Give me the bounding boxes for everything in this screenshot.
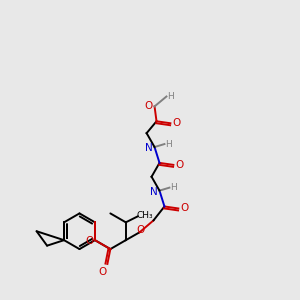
Text: O: O [136, 225, 145, 235]
Text: O: O [180, 203, 188, 214]
Text: N: N [150, 187, 158, 196]
Text: O: O [145, 101, 153, 111]
Text: H: H [167, 92, 174, 101]
Text: O: O [175, 160, 183, 170]
Text: O: O [172, 118, 181, 128]
Text: N: N [145, 143, 152, 153]
Text: O: O [86, 236, 94, 246]
Text: H: H [165, 140, 172, 148]
Text: H: H [170, 183, 177, 192]
Text: CH₃: CH₃ [136, 211, 153, 220]
Text: O: O [98, 267, 106, 277]
